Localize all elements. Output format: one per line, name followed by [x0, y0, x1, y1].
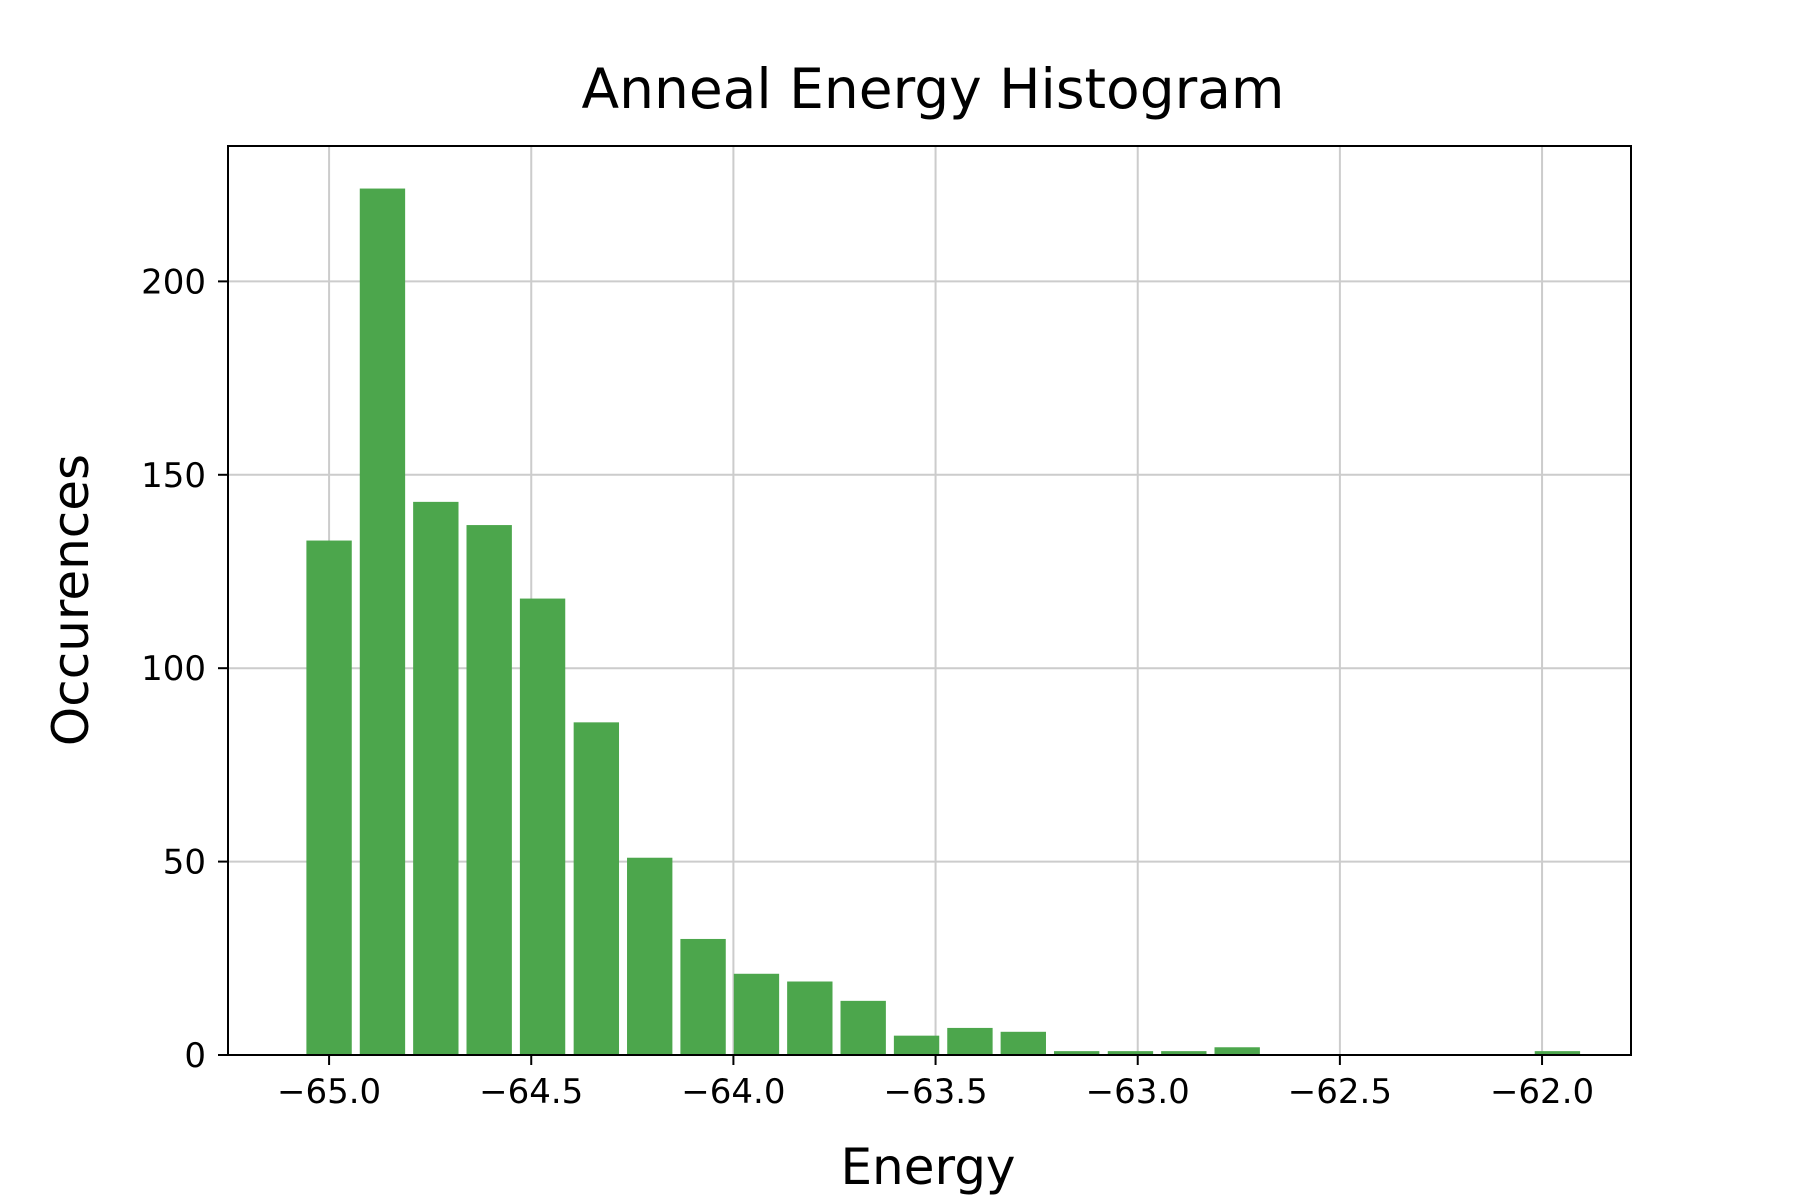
histogram-bar-2 [413, 501, 459, 1055]
histogram-bar-7 [680, 938, 726, 1055]
axis-ticks: −65.0 −64.5 −64.0 −63.5 −63.0 −62.5 −62.0 0 50 10… [141, 262, 1594, 1112]
histogram-bar-12 [947, 1027, 993, 1055]
histogram-bar-8 [733, 973, 780, 1055]
grid-lines [228, 146, 1631, 1056]
histogram-bar-23 [1534, 1051, 1581, 1055]
x-tick-label-6: −62.0 [1490, 1072, 1594, 1112]
histogram-bar-4 [519, 598, 566, 1055]
histogram-bar-9 [787, 981, 833, 1055]
histogram-bar-15 [1107, 1051, 1154, 1055]
histogram-bar-10 [840, 1000, 886, 1055]
x-tick-label-3: −63.5 [883, 1072, 987, 1112]
x-tick-label-0: −65.0 [277, 1072, 381, 1112]
x-tick-label-4: −63.0 [1086, 1072, 1190, 1112]
histogram-bar-3 [466, 525, 512, 1055]
x-axis-label: Energy [840, 1138, 1015, 1196]
histogram-bar-13 [1000, 1031, 1046, 1055]
histogram-bar-16 [1161, 1051, 1207, 1055]
y-tick-label-2: 100 [141, 649, 206, 689]
histogram-bar-6 [627, 857, 673, 1055]
y-tick-label-1: 50 [163, 843, 206, 883]
histogram-bar-5 [573, 722, 620, 1055]
chart-title: Anneal Energy Histogram [582, 57, 1285, 121]
histogram-bar-0 [306, 540, 352, 1055]
histogram-bar-11 [893, 1035, 940, 1055]
histogram-bar-14 [1053, 1051, 1100, 1055]
y-tick-label-0: 0 [184, 1036, 206, 1076]
bars [306, 188, 1581, 1055]
plot-area-frame [227, 145, 1632, 1056]
x-tick-label-1: −64.5 [479, 1072, 583, 1112]
y-tick-label-4: 200 [141, 262, 206, 302]
y-tick-label-3: 150 [141, 456, 206, 496]
histogram-bar-17 [1214, 1047, 1260, 1055]
y-axis-label: Occurences [42, 454, 100, 746]
x-tick-label-5: −62.5 [1288, 1072, 1392, 1112]
histogram-bar-1 [359, 188, 406, 1055]
x-tick-label-2: −64.0 [681, 1072, 785, 1112]
